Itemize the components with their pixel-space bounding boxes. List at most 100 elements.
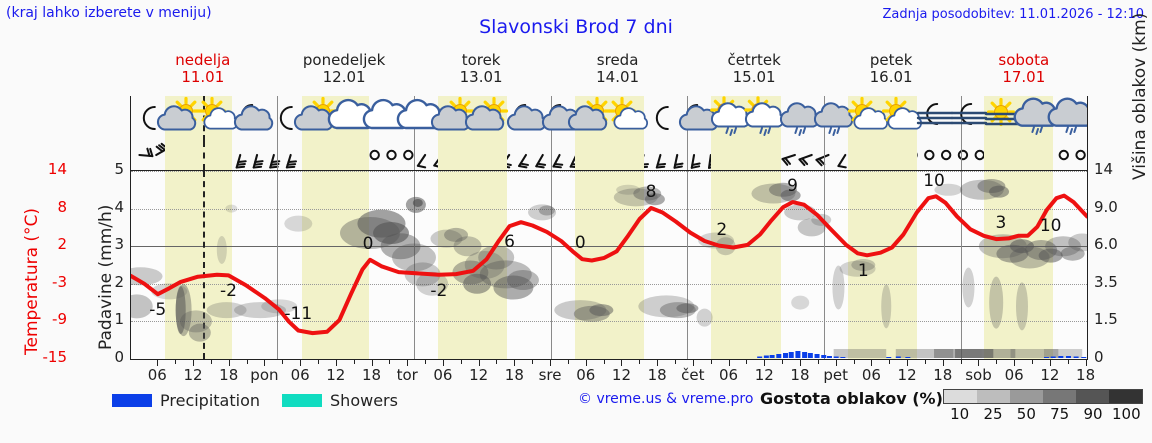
day-header-četrtek: četrtek 15.01 bbox=[686, 52, 823, 86]
current-time-line bbox=[202, 171, 205, 359]
time-tick bbox=[442, 360, 444, 366]
cloud-density-step bbox=[1010, 390, 1043, 403]
time-tick-minor bbox=[425, 360, 427, 364]
low-cloud-strip bbox=[981, 349, 1016, 358]
time-label: 18 bbox=[790, 366, 810, 384]
time-label: 06 bbox=[719, 366, 739, 384]
time-tick-minor bbox=[782, 360, 784, 364]
time-tick bbox=[978, 360, 980, 366]
credit-link[interactable]: © vreme.us & vreme.pro bbox=[578, 391, 754, 407]
time-tick bbox=[264, 360, 266, 366]
cloud-density-tick: 25 bbox=[983, 405, 1003, 423]
time-tick bbox=[1085, 360, 1087, 366]
precip-bar bbox=[826, 356, 832, 358]
day-name: petek bbox=[869, 51, 913, 69]
time-tick bbox=[371, 360, 373, 366]
weather-icon-row bbox=[130, 96, 1088, 141]
chart-canvas bbox=[131, 179, 1087, 358]
cloud-height-tick: 3.5 bbox=[1094, 272, 1118, 291]
precip-bar bbox=[895, 356, 901, 358]
low-cloud-strip bbox=[1043, 349, 1083, 358]
time-label: čet bbox=[681, 366, 705, 384]
time-tick bbox=[1014, 360, 1016, 366]
daylight-band bbox=[847, 171, 917, 359]
precip-bar bbox=[1065, 356, 1071, 358]
weather-icon-moon-cloud bbox=[504, 98, 547, 138]
cloud-density-title: Gostota oblakov (%) bbox=[760, 389, 943, 408]
cloud-blob bbox=[881, 284, 892, 329]
temperature-tick: -3 bbox=[52, 272, 67, 291]
time-tick-minor bbox=[603, 360, 605, 364]
cloud-blob bbox=[851, 259, 876, 271]
time-label: 12 bbox=[897, 366, 917, 384]
daylight-band bbox=[983, 141, 1053, 170]
time-label: sob bbox=[965, 366, 992, 384]
time-label: 12 bbox=[611, 366, 631, 384]
cloud-blob bbox=[554, 300, 607, 321]
time-tick-minor bbox=[1067, 360, 1069, 364]
time-tick bbox=[300, 360, 302, 366]
time-label: 12 bbox=[183, 366, 203, 384]
time-tick bbox=[657, 360, 659, 366]
cloud-height-tick: 0 bbox=[1094, 348, 1104, 366]
temperature-tick: 2 bbox=[57, 235, 67, 254]
cloud-blob bbox=[989, 185, 1010, 198]
precipitation-tick: 0 bbox=[114, 348, 124, 366]
time-tick bbox=[478, 360, 480, 366]
day-name: torek bbox=[461, 51, 501, 69]
gridline-h bbox=[131, 246, 1087, 248]
day-date: 15.01 bbox=[732, 68, 776, 86]
daylight-band bbox=[983, 171, 1053, 359]
temperature-value-label: 2 bbox=[716, 219, 728, 240]
precip-bar bbox=[1073, 356, 1079, 358]
time-tick-minor bbox=[817, 360, 819, 364]
cloud-blob bbox=[188, 323, 211, 342]
cloud-blob bbox=[780, 189, 801, 202]
cloud-blob bbox=[131, 294, 153, 319]
precip-bar bbox=[1043, 357, 1049, 358]
cloud-blob bbox=[696, 308, 713, 327]
gridline-v bbox=[823, 171, 825, 359]
cloud-blob bbox=[644, 193, 665, 206]
precip-bar bbox=[1050, 356, 1056, 358]
showers-swatch bbox=[282, 393, 323, 407]
precip-bar bbox=[886, 357, 892, 358]
cloud-density-step bbox=[1076, 390, 1109, 403]
weather-icon-sun-cloud-light bbox=[881, 96, 922, 138]
temperature-value-label: 6 bbox=[504, 232, 515, 253]
time-tick-minor bbox=[496, 360, 498, 364]
cloud-blob bbox=[175, 286, 186, 335]
cloud-blob bbox=[676, 303, 699, 314]
cloud-blob bbox=[463, 273, 492, 294]
cloud-blob bbox=[373, 222, 410, 245]
precip-bar bbox=[821, 355, 827, 358]
time-tick-minor bbox=[246, 360, 248, 364]
cloud-blob bbox=[430, 229, 463, 248]
precipitation-tick: 1 bbox=[114, 310, 124, 329]
day-separator bbox=[413, 141, 415, 170]
weather-icon-moon-cloud bbox=[231, 98, 273, 138]
time-tick bbox=[728, 360, 730, 366]
time-tick bbox=[692, 360, 694, 366]
cloud-density-tick: 50 bbox=[1016, 405, 1036, 423]
day-header-ponedeljek: ponedeljek 12.01 bbox=[276, 52, 413, 86]
cloud-height-tick: 6.0 bbox=[1094, 235, 1118, 254]
cloud-density-tick: 10 bbox=[950, 405, 970, 423]
cloud-blob bbox=[1068, 233, 1087, 252]
precip-bar bbox=[802, 352, 808, 358]
time-tick-minor bbox=[889, 360, 891, 364]
time-label: sre bbox=[538, 366, 562, 384]
precip-bar bbox=[833, 356, 839, 358]
day-name: sobota bbox=[998, 51, 1050, 69]
time-label: 06 bbox=[433, 366, 453, 384]
temperature-tick: -15 bbox=[42, 348, 68, 366]
cloud-blob bbox=[832, 265, 845, 310]
daylight-band bbox=[574, 171, 644, 359]
weather-icon-moon-cloud-rain bbox=[812, 98, 854, 138]
cloud-density-legend: Gostota oblakov (%) 10 25 50 75 90 100 bbox=[760, 387, 1150, 433]
day-separator bbox=[823, 141, 825, 170]
time-tick bbox=[764, 360, 766, 366]
time-tick-minor bbox=[924, 360, 926, 364]
precip-legend: Precipitation Showers bbox=[112, 388, 532, 412]
day-header-sobota: sobota 17.01 bbox=[960, 52, 1088, 86]
